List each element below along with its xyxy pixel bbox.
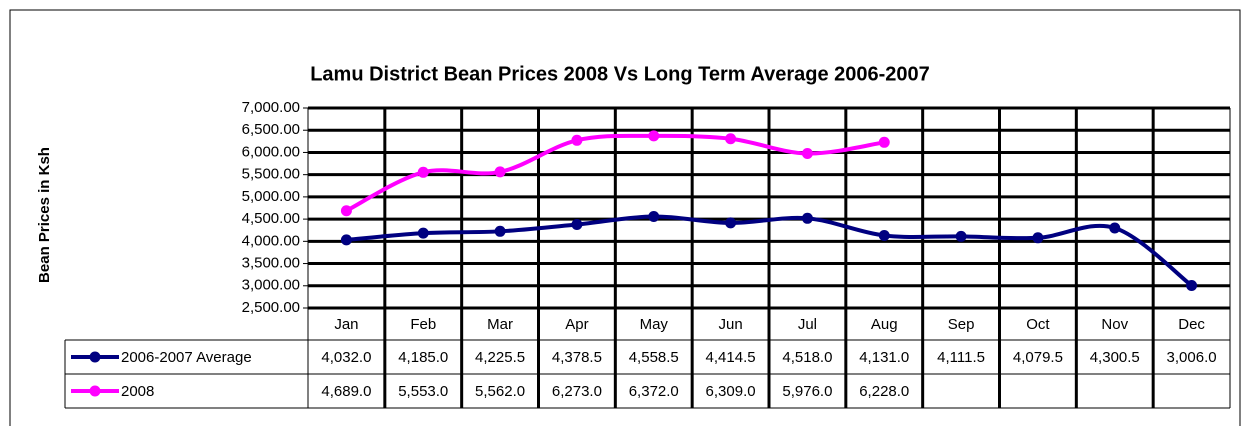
y-tick-label: 5,500.00 (242, 166, 300, 183)
table-value: 4,300.5 (1090, 349, 1140, 366)
point (878, 230, 890, 242)
y-tick-label: 6,000.00 (242, 143, 300, 160)
point (571, 134, 583, 146)
point (648, 211, 660, 223)
point (801, 148, 813, 160)
point (571, 219, 583, 231)
table-value: 4,225.5 (475, 349, 525, 366)
x-tick-label: Nov (1101, 316, 1128, 333)
table-value: 4,689.0 (321, 383, 371, 400)
x-tick-label: Jan (334, 316, 358, 333)
point (340, 205, 352, 217)
point (340, 234, 352, 246)
y-tick-label: 3,500.00 (242, 255, 300, 272)
table-value: 5,562.0 (475, 383, 525, 400)
point (725, 217, 737, 229)
point (1186, 280, 1198, 292)
table-value: 4,378.5 (552, 349, 602, 366)
table-value: 5,553.0 (398, 383, 448, 400)
y-tick-label: 4,000.00 (242, 232, 300, 249)
point (417, 166, 429, 178)
table-value: 6,228.0 (859, 383, 909, 400)
table-value: 4,414.5 (706, 349, 756, 366)
x-tick-label: Aug (871, 316, 898, 333)
table-value: 5,976.0 (782, 383, 832, 400)
x-tick-label: Mar (487, 316, 513, 333)
point (417, 227, 429, 239)
table-value: 6,309.0 (706, 383, 756, 400)
table-value: 6,372.0 (629, 383, 679, 400)
table-value: 6,273.0 (552, 383, 602, 400)
chart-title: Lamu District Bean Prices 2008 Vs Long T… (310, 63, 930, 85)
x-tick-label: Apr (565, 316, 588, 333)
table-value: 4,079.5 (1013, 349, 1063, 366)
point (1109, 222, 1121, 234)
point (878, 136, 890, 148)
point (494, 225, 506, 237)
y-tick-label: 2,500.00 (242, 299, 300, 316)
y-tick-label: 6,500.00 (242, 121, 300, 138)
table-value: 4,558.5 (629, 349, 679, 366)
legend-key-marker (89, 385, 101, 397)
table-value: 3,006.0 (1167, 349, 1217, 366)
legend-label: 2008 (121, 383, 154, 400)
x-tick-label: Sep (948, 316, 975, 333)
legend-label: 2006-2007 Average (121, 349, 252, 366)
y-tick-label: 3,000.00 (242, 277, 300, 294)
legend-key-marker (89, 351, 101, 363)
table-value: 4,518.0 (782, 349, 832, 366)
y-tick-label: 5,000.00 (242, 188, 300, 205)
x-tick-label: Jun (718, 316, 742, 333)
table-value: 4,131.0 (859, 349, 909, 366)
point (1032, 232, 1044, 244)
point (494, 166, 506, 178)
point (801, 212, 813, 224)
x-tick-label: Dec (1178, 316, 1205, 333)
y-tick-label: 7,000.00 (242, 99, 300, 116)
point (648, 130, 660, 142)
point (725, 133, 737, 145)
x-tick-label: Jul (798, 316, 817, 333)
table-value: 4,185.0 (398, 349, 448, 366)
x-tick-label: Oct (1026, 316, 1050, 333)
x-tick-label: May (640, 316, 669, 333)
x-tick-label: Feb (410, 316, 436, 333)
y-axis-label: Bean Prices in Ksh (36, 147, 53, 283)
table-value: 4,111.5 (937, 349, 985, 366)
point (955, 230, 967, 242)
table-value: 4,032.0 (321, 349, 371, 366)
y-tick-label: 4,500.00 (242, 210, 300, 227)
